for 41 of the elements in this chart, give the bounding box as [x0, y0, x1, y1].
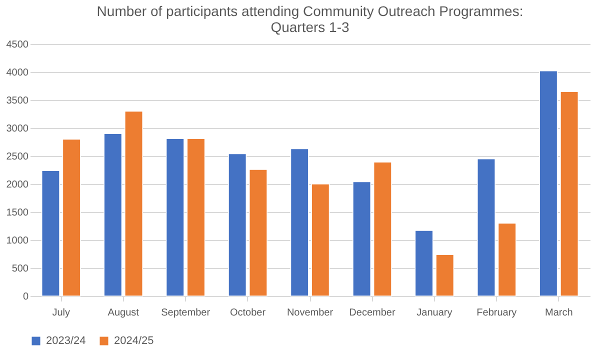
text: Number of participants attending Community Outreach Programmes:	[96, 3, 524, 19]
y-tick-label: 0	[22, 292, 29, 302]
bar	[414, 230, 434, 296]
bar	[539, 70, 558, 296]
y-tick-label: 1500	[6, 208, 29, 218]
x-tick-label: December	[349, 308, 396, 318]
bar	[62, 138, 81, 296]
bar	[290, 148, 309, 296]
bar	[560, 91, 579, 296]
bar	[124, 110, 144, 296]
text: Quarters 1-3	[270, 19, 350, 35]
y-tick-label: 2000	[6, 180, 29, 190]
y-tick-label: 4000	[6, 68, 29, 78]
legend-label: 2023/24	[46, 335, 86, 347]
bar	[476, 158, 496, 296]
bar	[248, 169, 268, 296]
y-tick-label: 3500	[6, 96, 29, 106]
x-tick-label: January	[416, 308, 452, 318]
x-tick-label: October	[230, 308, 266, 318]
bar	[352, 181, 372, 296]
bar	[311, 184, 330, 296]
y-tick-label: 500	[12, 264, 29, 274]
x-tick-label: July	[52, 308, 70, 318]
y-tick-label: 1000	[6, 236, 29, 246]
bar	[498, 222, 516, 296]
y-tick-label: 4500	[6, 40, 29, 50]
bar	[228, 153, 247, 296]
legend-label: 2024/25	[114, 335, 154, 347]
x-tick-label: August	[108, 308, 140, 318]
bar	[373, 162, 392, 296]
bar	[104, 133, 122, 296]
y-tick-label: 3000	[6, 124, 29, 134]
bar	[166, 138, 184, 296]
bar	[436, 254, 454, 296]
bar	[186, 138, 206, 296]
x-tick-label: November	[286, 308, 334, 318]
x-tick-label: September	[161, 308, 211, 318]
bar	[41, 170, 60, 296]
y-tick-label: 2500	[6, 152, 29, 162]
x-tick-label: March	[544, 308, 573, 318]
x-tick-label: February	[476, 308, 517, 318]
